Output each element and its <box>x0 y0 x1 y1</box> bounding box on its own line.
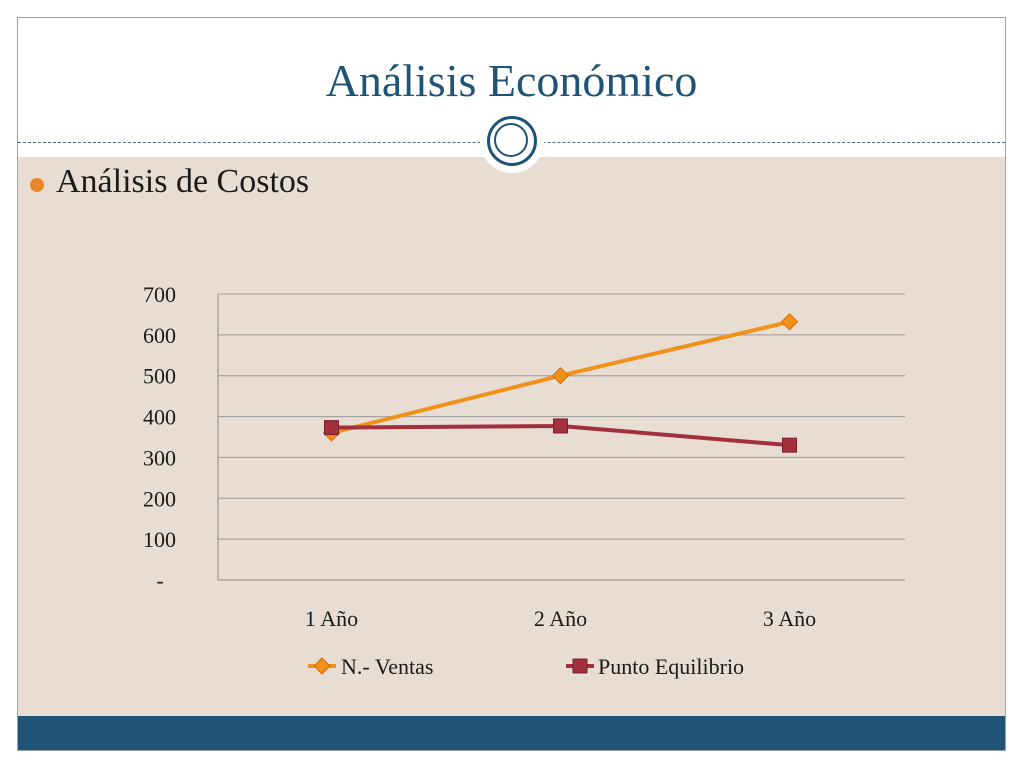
legend-label: N.- Ventas <box>341 654 433 679</box>
legend-marker <box>572 658 588 674</box>
slide-title: Análisis Económico <box>325 55 698 106</box>
data-point-ventas <box>780 313 799 331</box>
y-tick-label: 100 <box>143 527 176 552</box>
y-tick-label: 700 <box>143 282 176 307</box>
x-tick-label: 2 Año <box>534 606 587 631</box>
circle-ornament-icon <box>480 109 544 173</box>
x-tick-label: 3 Año <box>763 606 816 631</box>
y-tick-label: 400 <box>143 405 176 430</box>
data-point-punto-equilibrio <box>782 437 797 453</box>
legend-label: Punto Equilibrio <box>598 654 744 679</box>
chart-series <box>322 313 799 453</box>
y-tick-label: 600 <box>143 323 176 348</box>
chart-legend: N.- Ventas Punto Equilibrio <box>308 654 744 679</box>
x-tick-label: 1 Año <box>305 606 358 631</box>
bullet-dot-icon <box>30 178 44 192</box>
data-point-punto-equilibrio <box>324 420 339 436</box>
bullet-text: Análisis de Costos <box>56 163 310 200</box>
chart-gridlines <box>218 293 905 581</box>
data-point-punto-equilibrio <box>553 418 568 434</box>
content-area <box>18 157 1005 716</box>
slide: Análisis Económico <box>17 17 1006 751</box>
y-tick-label: 300 <box>143 445 176 470</box>
data-point-ventas <box>551 367 570 385</box>
y-tick-label: - <box>156 568 163 593</box>
y-tick-label: 500 <box>143 364 176 389</box>
legend-marker <box>313 657 331 675</box>
footer-bar <box>18 716 1005 750</box>
y-tick-label: 200 <box>143 486 176 511</box>
chart-axes: - 100 200 300 400 500 600 700 1 Año 2 Año 3 Año <box>143 282 905 631</box>
